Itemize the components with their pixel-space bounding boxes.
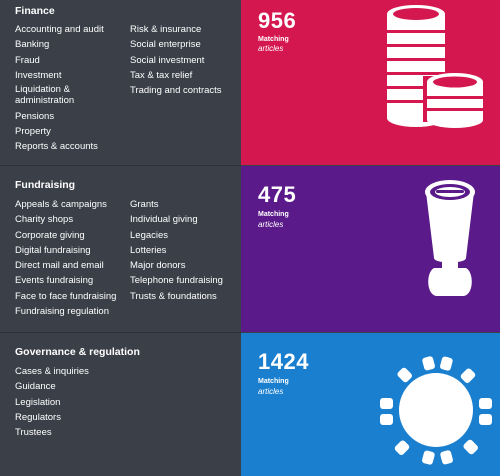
topic-link[interactable]: Liquidation & administration	[15, 84, 75, 106]
topic-link[interactable]: Investment	[15, 69, 62, 81]
governance-title: Governance & regulation	[15, 346, 140, 358]
finance-title: Finance	[15, 5, 55, 17]
topic-link[interactable]: Trustees	[15, 427, 52, 439]
topic-link[interactable]: Corporate giving	[15, 229, 85, 241]
topic-link[interactable]: Fraud	[15, 54, 40, 66]
matching-label: Matching	[258, 211, 289, 218]
topic-link[interactable]: Digital fundraising	[15, 244, 91, 256]
topic-link[interactable]: Legacies	[130, 229, 169, 241]
finance-section: Finance Accounting and audit Banking Fra…	[0, 0, 500, 165]
topic-link[interactable]: Social enterprise	[130, 39, 201, 51]
topic-link[interactable]: Reports & accounts	[15, 141, 98, 153]
section-divider	[0, 332, 241, 333]
topic-link[interactable]: Grants	[130, 199, 159, 210]
topic-link[interactable]: Appeals & campaigns	[15, 199, 107, 210]
governance-topic-panel: Governance & regulation Cases & inquirie…	[0, 333, 241, 476]
topic-link[interactable]: Property	[15, 126, 51, 138]
section-divider	[0, 165, 241, 166]
boardroom-table-icon	[380, 356, 492, 465]
articles-label: articles	[258, 44, 284, 53]
finance-topics-col2: Risk & insurance Social enterprise Socia…	[130, 22, 222, 98]
topic-link[interactable]: Banking	[15, 39, 50, 51]
topic-link[interactable]: Trading and contracts	[130, 85, 222, 97]
finance-topic-panel: Finance Accounting and audit Banking Fra…	[0, 0, 241, 165]
topic-link[interactable]: Direct mail and email	[15, 260, 104, 272]
articles-label: articles	[258, 220, 284, 229]
governance-section: Governance & regulation Cases & inquirie…	[0, 333, 500, 476]
governance-count: 1424	[258, 349, 309, 374]
topic-link[interactable]: Pensions	[15, 110, 55, 122]
topic-link[interactable]: Telephone fundraising	[130, 275, 223, 287]
topic-link[interactable]: Individual giving	[130, 214, 198, 226]
matching-label: Matching	[258, 378, 289, 385]
articles-label: articles	[258, 387, 284, 396]
topic-link[interactable]: Risk & insurance	[130, 24, 202, 35]
fundraising-topics-col2: Grants Individual giving Legacies Lotter…	[130, 197, 223, 304]
governance-count-tile[interactable]: 1424 Matching articles	[241, 333, 500, 476]
topic-link[interactable]: Fundraising regulation	[15, 306, 110, 318]
governance-topics-col1: Cases & inquiries Guidance Legislation R…	[15, 364, 89, 440]
topic-link[interactable]: Charity shops	[15, 214, 74, 226]
finance-topics-col1: Accounting and audit Banking Fraud Inves…	[15, 22, 104, 155]
matching-label: Matching	[258, 36, 289, 43]
topic-link[interactable]: Accounting and audit	[15, 24, 104, 35]
topic-link[interactable]: Trusts & foundations	[130, 290, 217, 302]
fundraising-topics-col1: Appeals & campaigns Charity shops Corpor…	[15, 197, 116, 319]
topic-link[interactable]: Major donors	[130, 260, 186, 272]
fundraising-count-tile[interactable]: 475 Matching articles	[241, 166, 500, 332]
topic-link[interactable]: Social investment	[130, 54, 205, 66]
finance-count: 956	[258, 8, 297, 33]
topic-link[interactable]: Guidance	[15, 381, 56, 393]
fundraising-count: 475	[258, 182, 297, 207]
topic-link[interactable]: Cases & inquiries	[15, 366, 89, 377]
finance-count-tile[interactable]: 956 Matching articles	[241, 0, 500, 165]
fundraising-topic-panel: Fundraising Appeals & campaigns Charity …	[0, 166, 241, 332]
topic-link[interactable]: Lotteries	[130, 244, 167, 256]
coins-icon	[387, 5, 487, 128]
fundraising-section: Fundraising Appeals & campaigns Charity …	[0, 166, 500, 332]
topic-link[interactable]: Legislation	[15, 396, 61, 408]
topic-link[interactable]: Events fundraising	[15, 275, 94, 287]
collection-tin-icon	[425, 180, 475, 296]
fundraising-title: Fundraising	[15, 179, 76, 191]
topic-link[interactable]: Tax & tax relief	[130, 69, 193, 81]
topic-link[interactable]: Face to face fundraising	[15, 290, 117, 302]
topic-link[interactable]: Regulators	[15, 411, 61, 423]
